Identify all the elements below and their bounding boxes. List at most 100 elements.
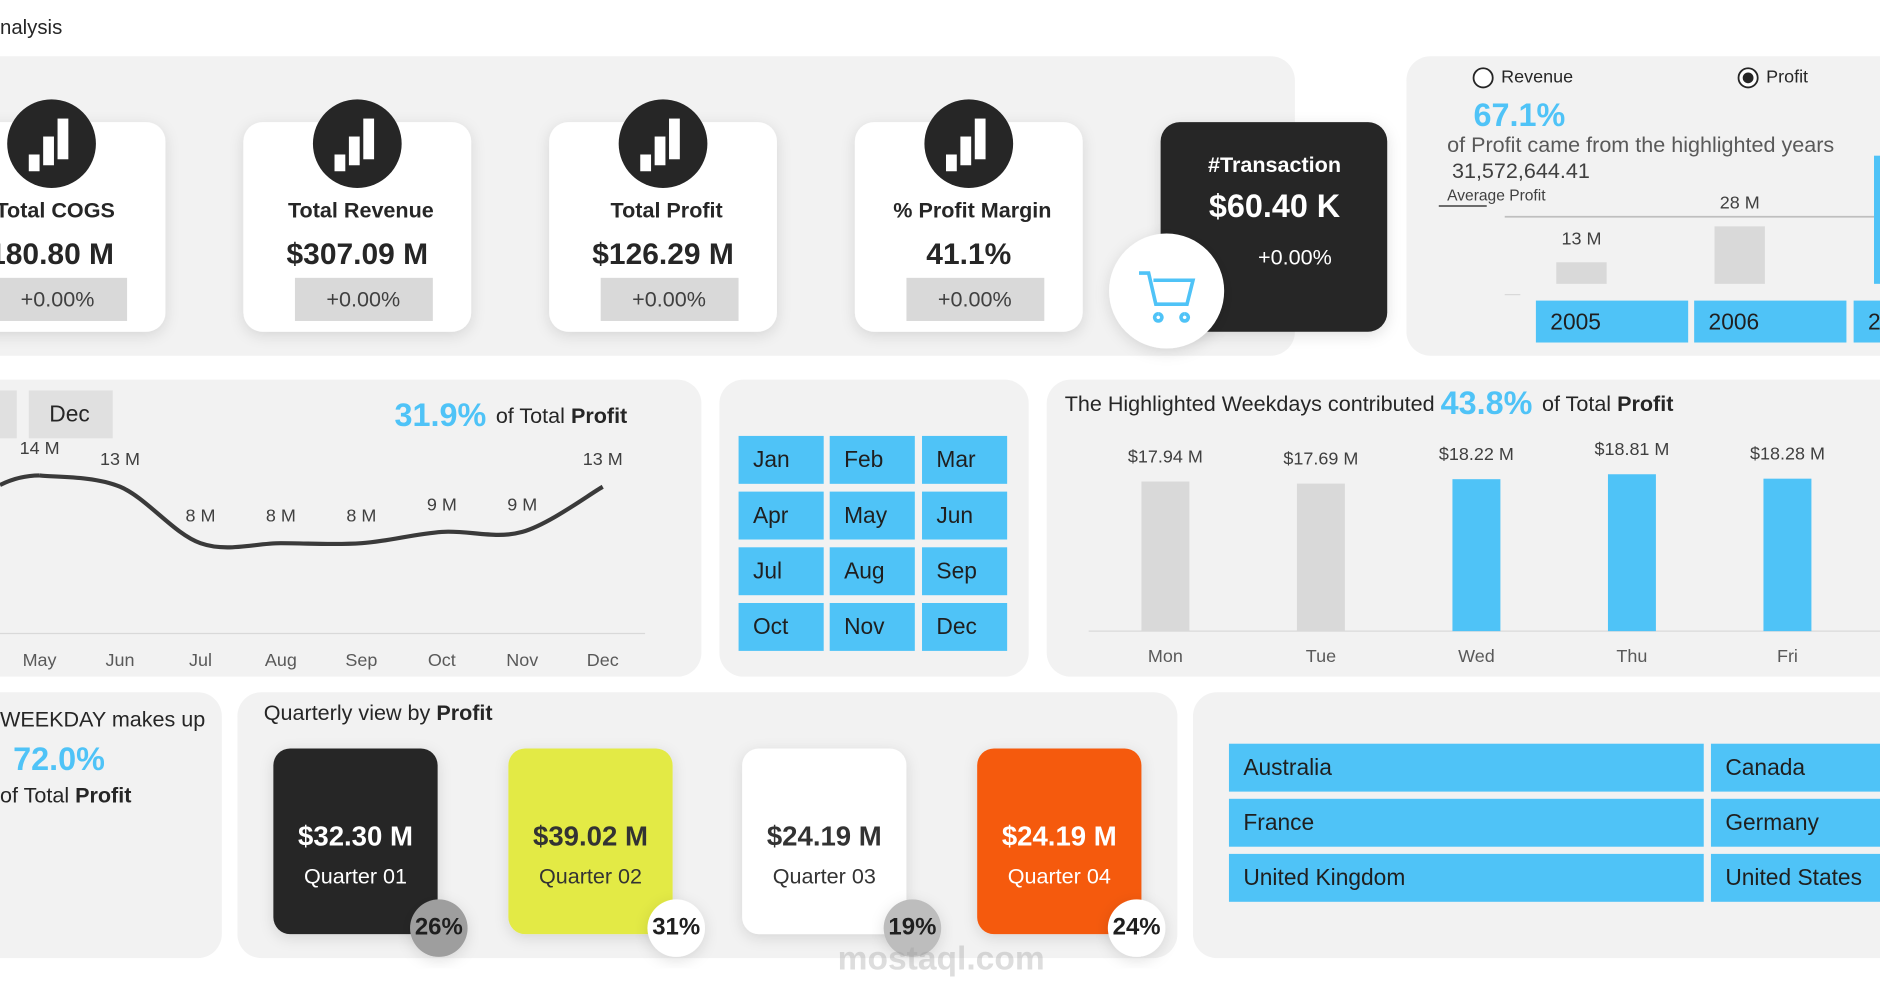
month-slicer-label: Apr [753,502,789,528]
kpi-label: % Profit Margin [893,198,1051,223]
quarter-share-badge [1107,899,1166,957]
month-slicer-button[interactable] [738,547,824,596]
quarter-label: Quarter 02 [539,864,642,889]
weekday-axis-label: Fri [1777,646,1798,666]
weekday-axis-label: Wed [1458,646,1495,666]
weekday-value-label: $18.81 M [1594,439,1669,459]
month-slicer-label: Jan [753,446,790,472]
quarter-value: $32.30 M [298,821,413,852]
quarter-share: 19% [888,913,936,940]
panel [237,692,1178,959]
kpi-change: +0.00% [21,286,95,311]
country-button[interactable] [1228,743,1704,792]
year-bar [1714,226,1765,284]
year-button[interactable] [1535,300,1689,343]
cart-icon [1139,271,1196,323]
kpi-change: +0.00% [938,286,1012,311]
month-slicer-button[interactable] [922,491,1008,540]
weekday-bar[interactable] [1763,478,1812,632]
month-axis-label: Oct [428,650,456,670]
profit-line [39,473,604,550]
month-slicer-button[interactable] [829,602,915,651]
icon-glyph [640,154,652,172]
month-slicer-button[interactable] [738,435,824,484]
month-slicer-label: May [844,502,888,528]
profit-line-lead [0,473,40,487]
radio-label: Profit [1766,67,1808,87]
kpi-label: Total Revenue [288,198,434,223]
quarter-card[interactable] [508,748,673,935]
month-slicer-label: Aug [844,557,885,583]
quarter-card[interactable] [977,748,1142,935]
weekday-axis-label: Thu [1616,646,1647,666]
icon-glyph [348,136,360,166]
country-button[interactable] [1228,853,1704,902]
quarter-share: 26% [415,913,463,940]
radio[interactable] [1472,67,1494,89]
quarter-share-badge [883,899,942,957]
years-percent: 67.1% [1474,97,1566,133]
weekday-bar[interactable] [1452,479,1501,632]
weekday-bar[interactable] [1296,483,1345,632]
quarter-value: $39.02 M [533,821,648,852]
transaction-change: +0.00% [1258,244,1332,269]
country-button[interactable] [1228,798,1704,847]
month-slicer-button[interactable] [738,602,824,651]
quarter-label: Quarter 03 [773,864,876,889]
month-slicer-button[interactable] [922,547,1008,596]
month-value-label: 8 M [266,506,296,526]
country-label: Canada [1725,754,1805,780]
month-button[interactable] [28,390,113,439]
month-button-cropped[interactable] [0,390,17,439]
month-value-label: 9 M [427,494,457,514]
country-button[interactable] [1710,798,1880,847]
month-slicer-label: Dec [936,613,976,639]
weekend-suffix: of Total [0,782,69,807]
quarter-card[interactable] [742,748,907,935]
weekend-percent: 72.0% [13,741,105,777]
country-label: Australia [1243,754,1332,780]
country-label: France [1243,809,1314,835]
weekday-measure: Profit [1617,390,1673,415]
kpi-value: 41.1% [926,238,1011,271]
month-axis-label: Jul [189,650,212,670]
year-button-label: 2005 [1550,308,1601,334]
quarter-value: $24.19 M [767,821,882,852]
weekday-value-label: $18.22 M [1439,444,1514,464]
quarterly-title: Quarterly view by [264,699,431,724]
country-button[interactable] [1710,743,1880,792]
month-slicer-button[interactable] [829,491,915,540]
month-slicer-label: Jun [936,502,973,528]
kpi-change-box [294,277,433,321]
radio-dot [1742,72,1754,84]
month-axis-label: Dec [587,650,619,670]
icon-glyph [669,118,680,160]
month-slicer-button[interactable] [829,435,915,484]
year-button[interactable] [1853,300,1880,343]
country-label: Germany [1725,809,1819,835]
icon-glyph [960,136,972,166]
country-label: United States [1725,864,1862,890]
quarterly-measure: Profit [436,699,492,724]
kpi-change-box [0,277,128,321]
kpi-change-box [906,277,1045,321]
icon-glyph [654,136,666,166]
month-slicer-button[interactable] [922,435,1008,484]
weekday-bar[interactable] [1141,481,1190,632]
quarter-share: 31% [652,913,700,940]
month-slicer-button[interactable] [829,547,915,596]
country-label: United Kingdom [1243,864,1405,890]
country-button[interactable] [1710,853,1880,902]
kpi-value: 180.80 M [0,238,114,271]
month-slicer-button[interactable] [738,491,824,540]
month-slicer-button[interactable] [922,602,1008,651]
radio-label: Revenue [1501,67,1573,87]
quarter-card[interactable] [273,748,438,935]
month-value-label: 8 M [346,506,376,526]
page-title: nalysis [0,17,62,39]
year-button[interactable] [1694,300,1847,343]
weekday-bar[interactable] [1607,474,1656,632]
month-slicer-label: Sep [936,557,977,583]
weekday-value-label: $18.28 M [1750,443,1825,463]
